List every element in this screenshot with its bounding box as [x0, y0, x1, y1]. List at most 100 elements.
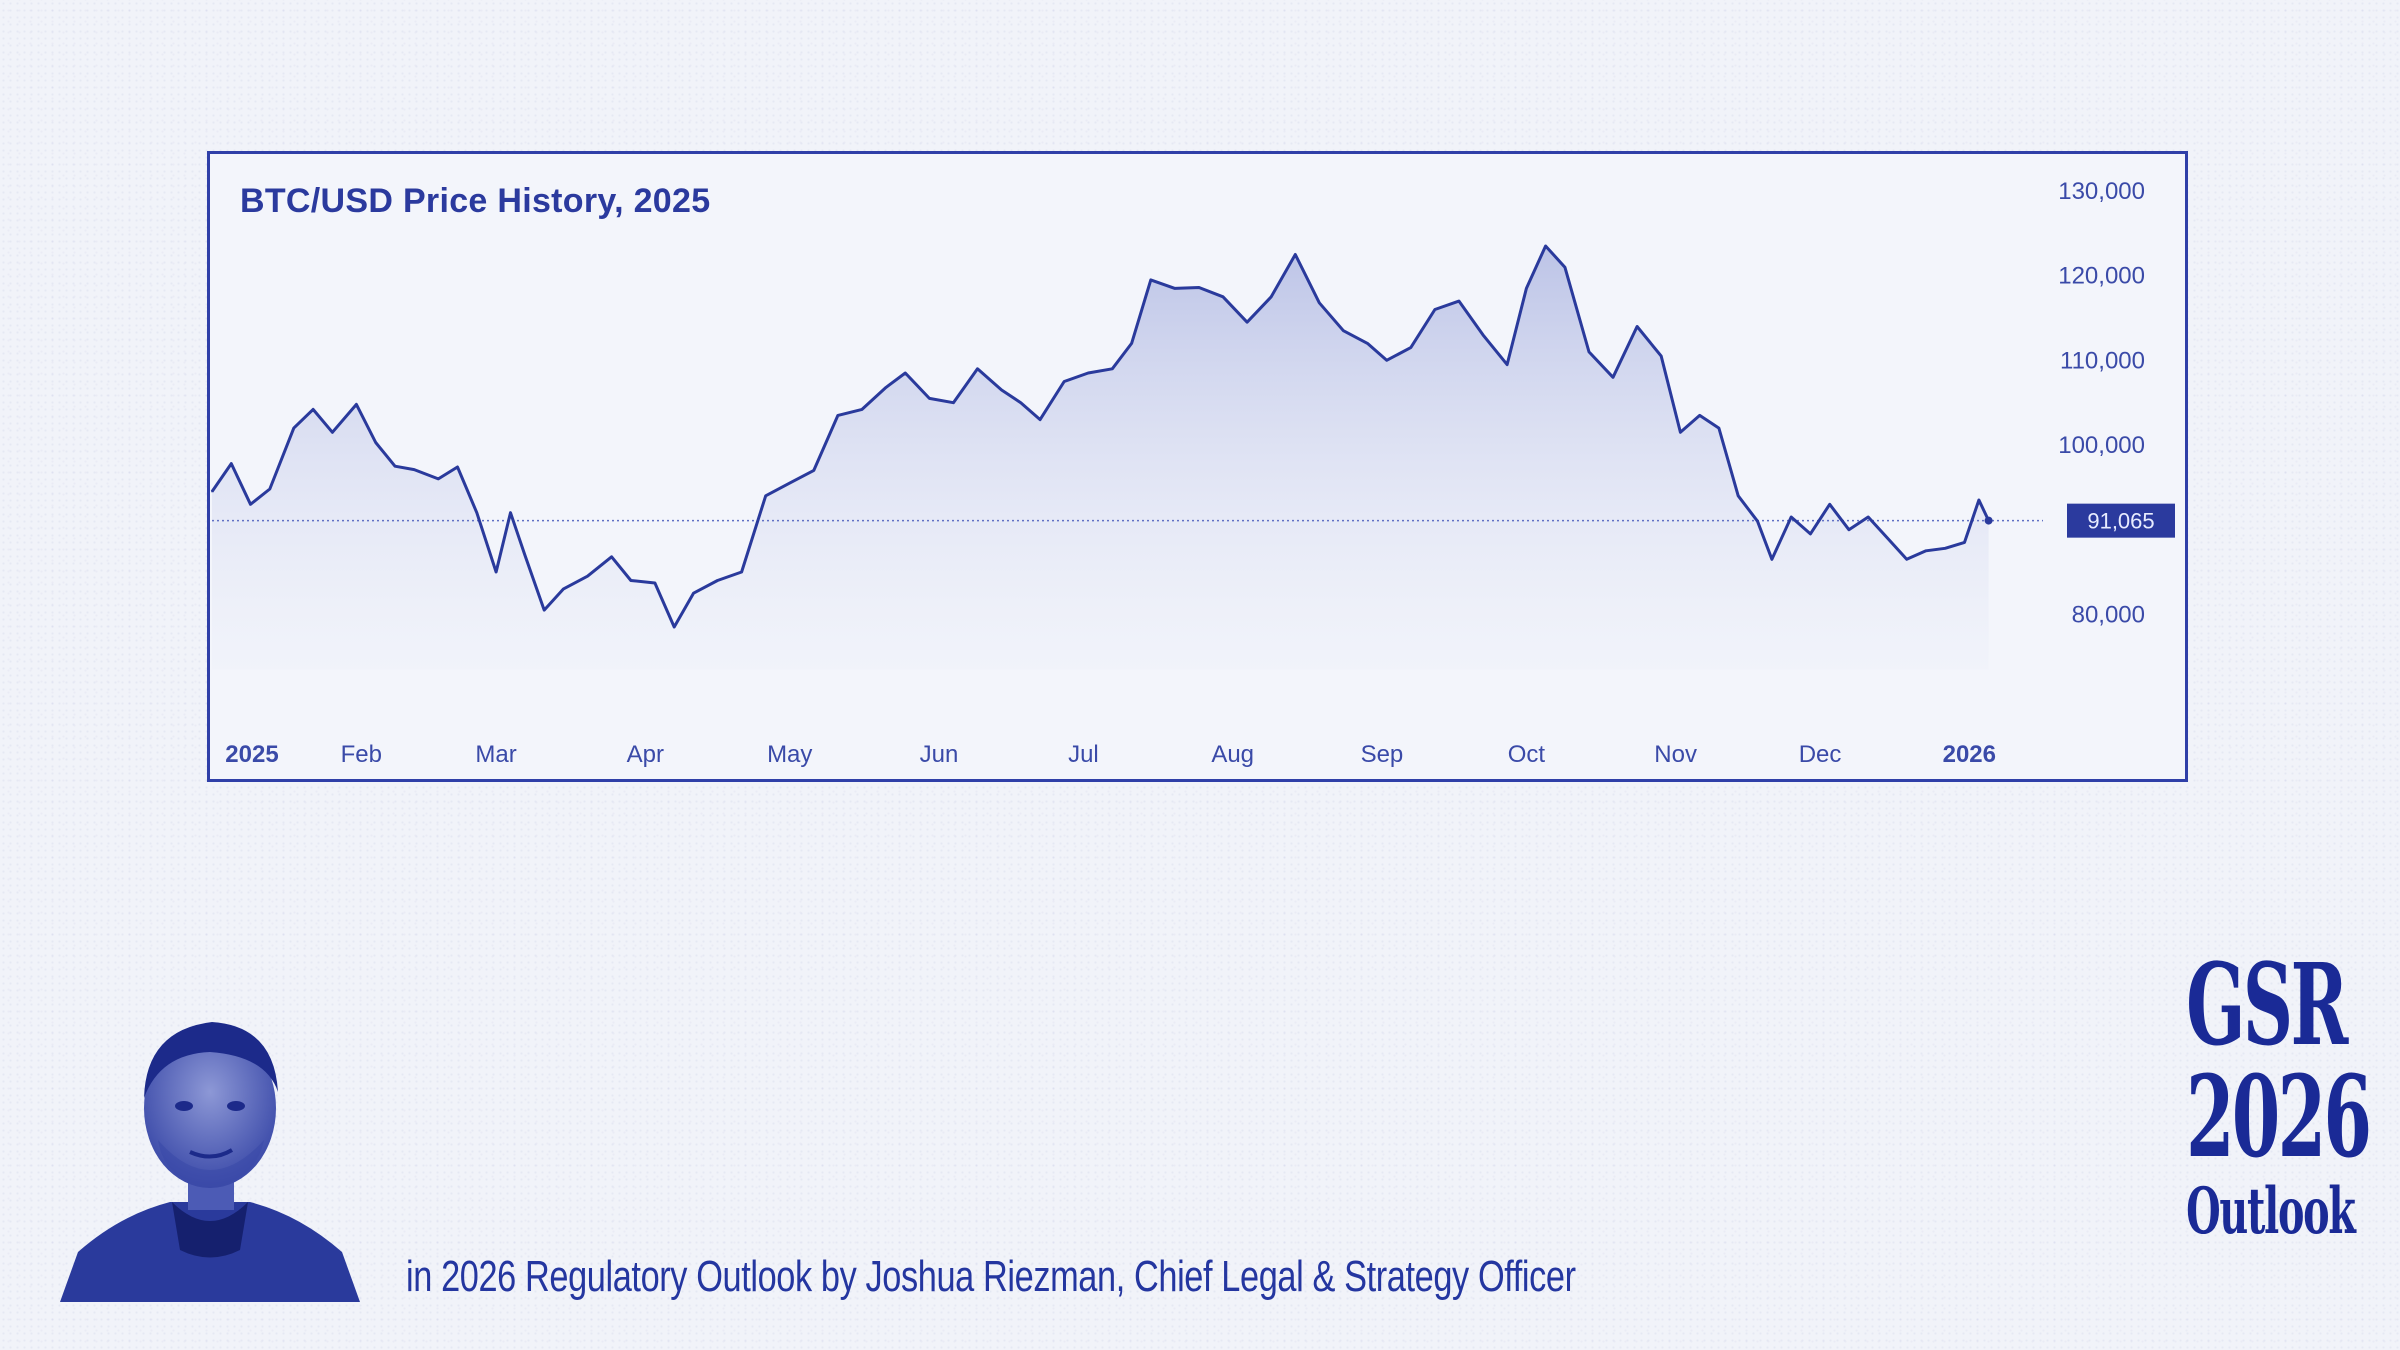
price-point: [355, 403, 358, 406]
price-chart: 130,000 120,000 110,000 100,000 80,000 91,065…: [210, 178, 2175, 768]
x-tick-label: Sep: [1361, 741, 1404, 768]
y-tick-label: 120,000: [2058, 263, 2145, 290]
price-point: [1318, 302, 1321, 304]
price-point: [1679, 431, 1682, 434]
brand-line-2: 2026: [2186, 1052, 2372, 1183]
price-point: [1246, 321, 1248, 323]
price-point: [740, 571, 743, 573]
y-tick-label: 110,000: [2060, 347, 2145, 374]
price-point: [788, 482, 791, 484]
price-point: [861, 408, 863, 411]
price-point: [1544, 245, 1547, 247]
x-tick-label: Oct: [1508, 741, 1546, 768]
price-point: [1564, 266, 1566, 268]
price-point: [1588, 351, 1590, 353]
price-point: [1039, 418, 1041, 421]
price-point: [1756, 520, 1759, 522]
chart-panel: BTC/USD Price History, 2025 130,000 120,0…: [207, 151, 2188, 782]
price-point: [1867, 516, 1869, 518]
price-point: [952, 401, 955, 404]
price-point: [1087, 372, 1089, 374]
price-point: [1366, 342, 1369, 345]
last-price-label: 91,065: [2087, 509, 2154, 534]
last-price-point: [1984, 516, 1993, 525]
price-point: [456, 466, 459, 468]
price-point: [1294, 253, 1297, 256]
price-point: [1790, 516, 1792, 518]
y-tick-label: 130,000: [2058, 178, 2145, 205]
price-point: [1385, 359, 1388, 362]
price-point: [837, 414, 839, 417]
price-point: [692, 592, 695, 594]
price-point: [1848, 528, 1850, 531]
price-point: [269, 488, 271, 490]
x-tick-label: 2025: [225, 741, 278, 768]
price-point: [1978, 499, 1980, 501]
x-tick-label: May: [767, 741, 812, 768]
price-point: [413, 468, 415, 471]
price-point: [394, 465, 396, 468]
price-point: [716, 579, 719, 582]
price-point: [374, 441, 377, 444]
price-area: [212, 246, 1989, 670]
price-point: [1000, 389, 1003, 391]
price-point: [1828, 503, 1831, 506]
price-point: [476, 511, 478, 514]
price-point: [1963, 541, 1966, 544]
x-tick-label: 2026: [1943, 741, 1996, 768]
price-point: [1636, 325, 1638, 328]
price-point: [1482, 334, 1484, 336]
price-point: [1944, 547, 1946, 550]
price-point: [1434, 308, 1436, 311]
price-point: [764, 495, 767, 497]
price-point: [976, 368, 979, 370]
price-point: [509, 511, 512, 514]
price-point: [230, 462, 233, 465]
price-point: [293, 427, 295, 429]
x-tick-label: Jul: [1068, 741, 1099, 768]
brand-line-3: Outlook: [2186, 1174, 2356, 1249]
x-tick-label: Feb: [341, 741, 382, 768]
price-point: [1660, 355, 1662, 357]
price-point: [1525, 287, 1528, 290]
price-point: [1809, 533, 1812, 535]
price-point: [249, 503, 252, 506]
price-point: [562, 588, 565, 590]
x-tick-label: Nov: [1654, 741, 1697, 768]
price-point: [1198, 286, 1200, 289]
price-point: [1886, 537, 1889, 539]
author-portrait: [60, 1022, 360, 1302]
price-point: [543, 609, 545, 611]
price-point: [813, 469, 815, 472]
price-point: [1222, 296, 1224, 298]
price-point: [312, 408, 314, 411]
price-point: [1150, 279, 1152, 281]
x-tick-label: Mar: [475, 741, 516, 768]
brand-line-1: GSR: [2186, 940, 2348, 1071]
price-point: [1771, 558, 1773, 561]
price-point: [1020, 401, 1022, 404]
price-point: [586, 575, 589, 577]
price-point: [1905, 558, 1908, 561]
price-point: [1410, 346, 1412, 349]
price-point: [630, 579, 632, 582]
price-point: [885, 386, 887, 389]
price-point: [673, 626, 675, 628]
price-point: [495, 571, 497, 573]
price-point: [610, 556, 613, 558]
y-tick-label: 80,000: [2072, 601, 2145, 628]
chart-title: BTC/USD Price History, 2025: [240, 182, 711, 220]
price-point: [1737, 495, 1739, 497]
price-point: [437, 478, 440, 480]
price-point: [1342, 329, 1345, 332]
price-point: [1718, 427, 1720, 429]
last-price-badge: [2067, 503, 2175, 538]
x-tick-label: Jun: [920, 741, 959, 768]
price-point: [1063, 380, 1065, 383]
price-point: [1612, 376, 1614, 379]
price-point: [524, 554, 526, 556]
price-point: [654, 582, 656, 584]
price-point: [1111, 368, 1114, 370]
x-tick-label: Apr: [627, 741, 664, 768]
price-point: [211, 490, 213, 493]
